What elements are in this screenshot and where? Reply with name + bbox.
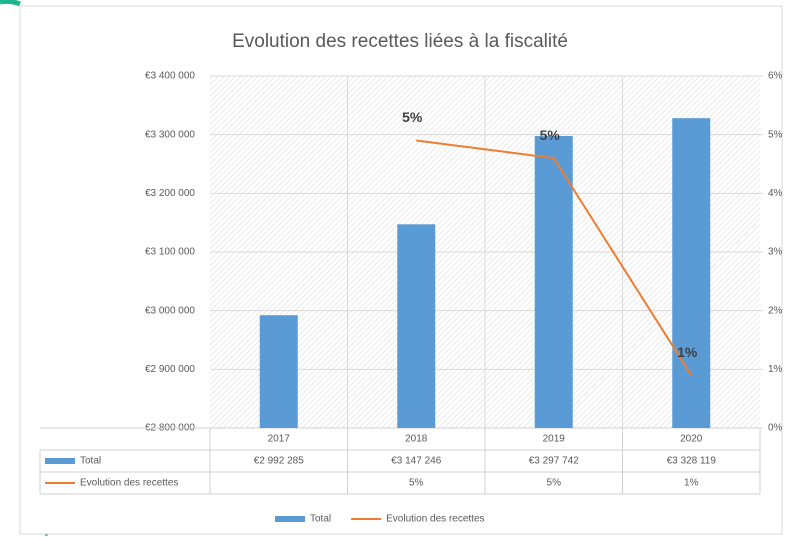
bar: [259, 315, 298, 428]
table-series-name: Evolution des recettes: [80, 478, 178, 489]
data-label: 5%: [402, 109, 423, 125]
x-tick-label: 2017: [268, 434, 291, 445]
table-series-name: Total: [80, 456, 101, 467]
x-tick-label: 2020: [680, 434, 703, 445]
y2-tick-label: 0%: [768, 423, 783, 434]
table-cell: €3 147 246: [391, 456, 441, 467]
y-tick-label: €3 100 000: [145, 247, 195, 258]
y-tick-label: €3 200 000: [145, 188, 195, 199]
y2-tick-label: 1%: [768, 364, 783, 375]
table-cell: €3 328 119: [667, 456, 717, 467]
y2-tick-label: 4%: [768, 188, 783, 199]
legend-label: Total: [310, 514, 331, 525]
chart-title: Evolution des recettes liées à la fiscal…: [232, 31, 568, 52]
table-cell: 5%: [547, 478, 562, 489]
y-tick-label: €2 900 000: [145, 364, 195, 375]
x-tick-label: 2019: [543, 434, 566, 445]
legend-label: Evolution des recettes: [386, 514, 484, 525]
bar: [397, 224, 436, 428]
y2-tick-label: 6%: [768, 71, 783, 82]
table-cell: 1%: [684, 478, 699, 489]
y2-tick-label: 2%: [768, 305, 783, 316]
bar: [672, 118, 711, 428]
y2-tick-label: 5%: [768, 129, 783, 140]
x-tick-label: 2018: [405, 434, 428, 445]
table-cell: €3 297 742: [529, 456, 579, 467]
y2-tick-label: 3%: [768, 247, 783, 258]
data-label: 5%: [540, 127, 561, 143]
data-label: 1%: [677, 344, 698, 360]
line: [416, 139, 693, 376]
decor-arc: [0, 0, 21, 7]
table-cell: 5%: [409, 478, 424, 489]
y-tick-label: €3 000 000: [145, 305, 195, 316]
legend-key: [275, 516, 305, 522]
table-cell: €2 992 285: [254, 456, 304, 467]
bar: [534, 135, 573, 428]
y-tick-label: €3 300 000: [145, 129, 195, 140]
y-tick-label: €3 400 000: [145, 71, 195, 82]
table-key: [45, 458, 75, 464]
